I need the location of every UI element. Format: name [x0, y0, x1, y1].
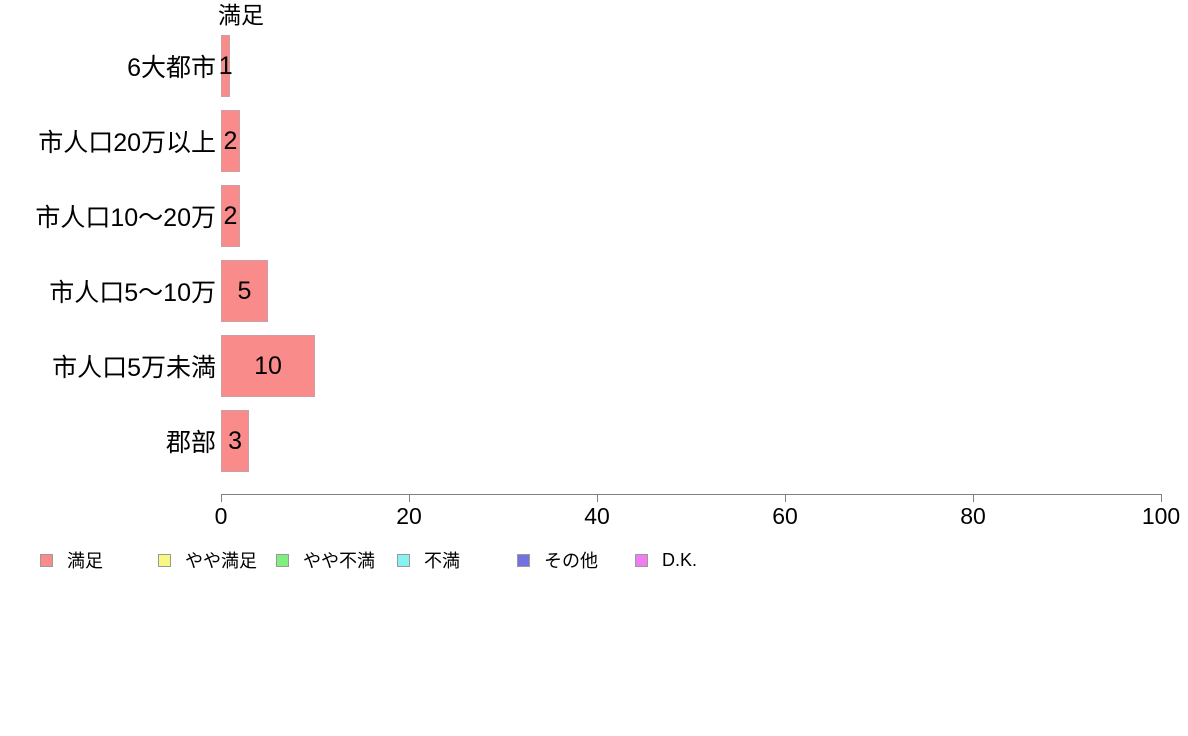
bar-segment[interactable] — [221, 35, 231, 97]
bar-segment[interactable] — [221, 335, 315, 397]
legend-color-swatch — [276, 553, 289, 567]
legend-label: 満足 — [67, 551, 103, 571]
legend-item[interactable]: やや不満 — [276, 548, 375, 572]
x-axis-tick-label: 100 — [1141, 503, 1181, 529]
legend-label: やや満足 — [185, 551, 257, 571]
x-axis-tick — [1161, 494, 1162, 502]
bar-row: 市人口20万以上 2 — [0, 110, 1188, 172]
x-axis-tick-label: 20 — [396, 503, 422, 529]
legend-color-swatch — [40, 553, 53, 567]
legend-label: やや不満 — [303, 551, 375, 571]
x-axis-tick — [785, 494, 786, 502]
bar-row: 6大都市 1 — [0, 35, 1188, 97]
legend-color-swatch — [517, 553, 530, 567]
bar-segment[interactable] — [221, 260, 268, 322]
bar-row: 市人口10〜20万 2 — [0, 185, 1188, 247]
bar-row: 市人口5万未満 10 — [0, 335, 1188, 397]
legend-color-swatch — [635, 553, 648, 567]
bar-segment[interactable] — [221, 185, 240, 247]
x-axis-tick-label: 80 — [960, 503, 986, 529]
bar-segment[interactable] — [221, 110, 240, 172]
legend-item[interactable]: 満足 — [40, 548, 103, 572]
legend-item[interactable]: その他 — [517, 548, 598, 572]
legend-label: D.K. — [662, 549, 698, 570]
series-title: 満足 — [218, 2, 264, 28]
plot-area: 満足 6大都市 1 市人口20万以上 2 市人口10〜20万 2 市人口5〜10万 5 市人口5… — [0, 2, 1188, 529]
chart-legend: 満足 やや満足 やや不満 不満 その他 D.K. — [0, 548, 1188, 572]
x-axis-tick-label: 0 — [214, 503, 228, 529]
x-axis-tick — [973, 494, 974, 502]
x-axis-line — [221, 494, 1161, 495]
legend-item[interactable]: D.K. — [635, 548, 697, 572]
legend-color-swatch — [158, 553, 171, 567]
legend-label: 不満 — [424, 551, 460, 571]
legend-item[interactable]: 不満 — [397, 548, 460, 572]
bar-row: 市人口5〜10万 5 — [0, 260, 1188, 322]
x-axis-tick — [597, 494, 598, 502]
category-label: 6大都市 — [127, 54, 216, 82]
x-axis-tick-label: 40 — [584, 503, 610, 529]
category-label: 市人口20万以上 — [38, 129, 216, 157]
bar-segment[interactable] — [221, 410, 250, 472]
legend-item[interactable]: やや満足 — [158, 548, 257, 572]
x-axis-tick — [409, 494, 410, 502]
category-label: 郡部 — [165, 429, 216, 457]
legend-label: その他 — [544, 551, 598, 571]
x-axis-tick-label: 60 — [772, 503, 798, 529]
category-label: 市人口10〜20万 — [35, 204, 216, 232]
legend-color-swatch — [397, 553, 410, 567]
category-label: 市人口5万未満 — [52, 354, 216, 382]
bar-row: 郡部 3 — [0, 410, 1188, 472]
x-axis-tick — [221, 494, 222, 502]
category-label: 市人口5〜10万 — [49, 279, 216, 307]
